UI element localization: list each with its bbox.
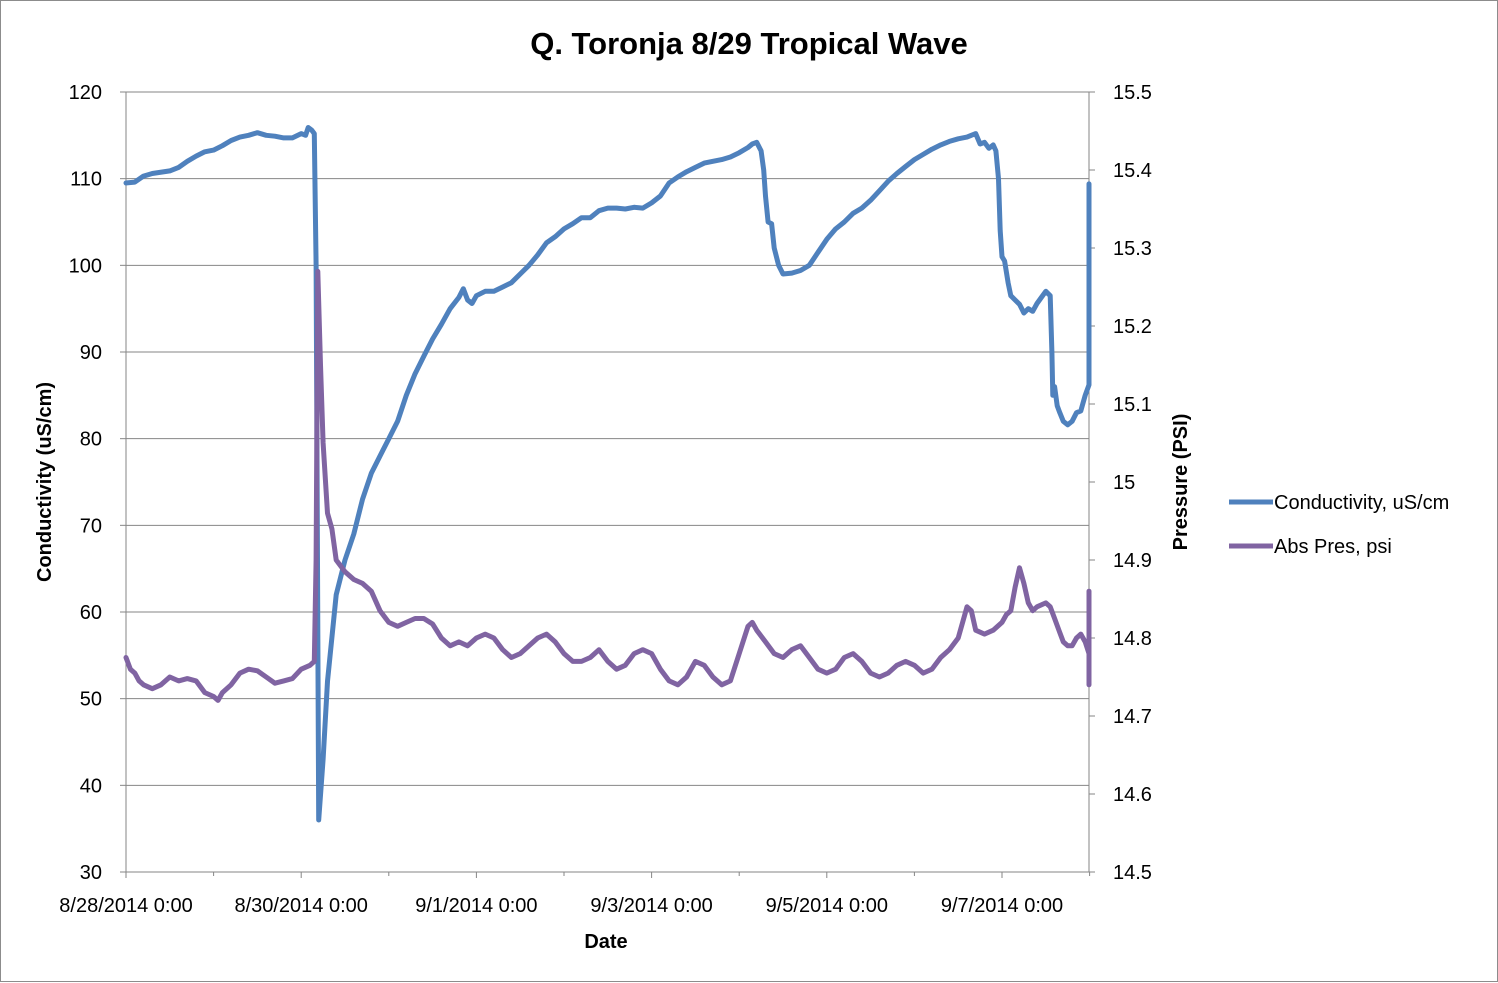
legend: Conductivity, uS/cm Abs Pres, psi <box>1229 492 1449 558</box>
y-right-tick-label: 14.8 <box>1113 628 1152 650</box>
x-tick-label: 9/3/2014 0:00 <box>590 895 712 917</box>
series-lines <box>123 125 1092 823</box>
x-tick-label: 8/28/2014 0:00 <box>59 895 192 917</box>
y-right-tick-label: 15.2 <box>1113 316 1152 338</box>
y-axis-left-title: Conductivity (uS/cm) <box>34 382 56 582</box>
y-left-tick-label: 30 <box>80 862 102 884</box>
x-tick-label: 9/7/2014 0:00 <box>941 895 1063 917</box>
x-tick-label: 9/1/2014 0:00 <box>415 895 537 917</box>
y-right-tick-label: 14.7 <box>1113 706 1152 728</box>
y-right-tick-label: 14.9 <box>1113 550 1152 572</box>
chart-title: Q. Toronja 8/29 Tropical Wave <box>530 26 968 61</box>
x-axis-ticks: 8/28/2014 0:00 8/30/2014 0:00 9/1/2014 0:0… <box>59 872 1091 917</box>
y-left-tick-label: 90 <box>80 342 102 364</box>
y-left-tick-label: 40 <box>80 775 102 797</box>
y-right-tick-label: 15.4 <box>1113 160 1152 182</box>
x-tick-label: 9/5/2014 0:00 <box>766 895 888 917</box>
y-right-tick-label: 15 <box>1113 472 1135 494</box>
x-tick-label: 8/30/2014 0:00 <box>234 895 367 917</box>
y-right-tick-label: 14.6 <box>1113 784 1152 806</box>
y-left-tick-label: 110 <box>70 169 102 191</box>
y-right-tick-label: 15.1 <box>1113 394 1152 416</box>
legend-label-abs-pres: Abs Pres, psi <box>1274 536 1392 558</box>
gridlines <box>126 91 1089 786</box>
y-left-tick-label: 50 <box>80 689 102 711</box>
y-right-tick-label: 14.5 <box>1113 862 1152 884</box>
legend-label-conductivity: Conductivity, uS/cm <box>1274 492 1449 514</box>
y-left-tick-label: 80 <box>80 429 102 451</box>
series-line-conductivity <box>123 125 1092 823</box>
series-line-abs-pres <box>123 268 1092 703</box>
y-right-tick-label: 15.5 <box>1113 82 1152 104</box>
y-right-tick-label: 15.3 <box>1113 238 1152 260</box>
y-axis-right-title: Pressure (PSI) <box>1170 414 1192 551</box>
y-left-tick-label: 70 <box>80 515 102 537</box>
y-left-tick-label: 60 <box>80 602 102 624</box>
x-axis-title: Date <box>584 931 627 953</box>
y-axis-right-ticks: 14.5 14.6 14.7 14.8 14.9 15 15.1 15.2 15.3 15.4 15… <box>1089 82 1152 884</box>
y-left-tick-label: 120 <box>69 82 102 104</box>
y-left-tick-label: 100 <box>69 255 102 277</box>
y-axis-left-ticks: 30 40 50 60 70 80 90 100 110 120 <box>69 82 126 884</box>
